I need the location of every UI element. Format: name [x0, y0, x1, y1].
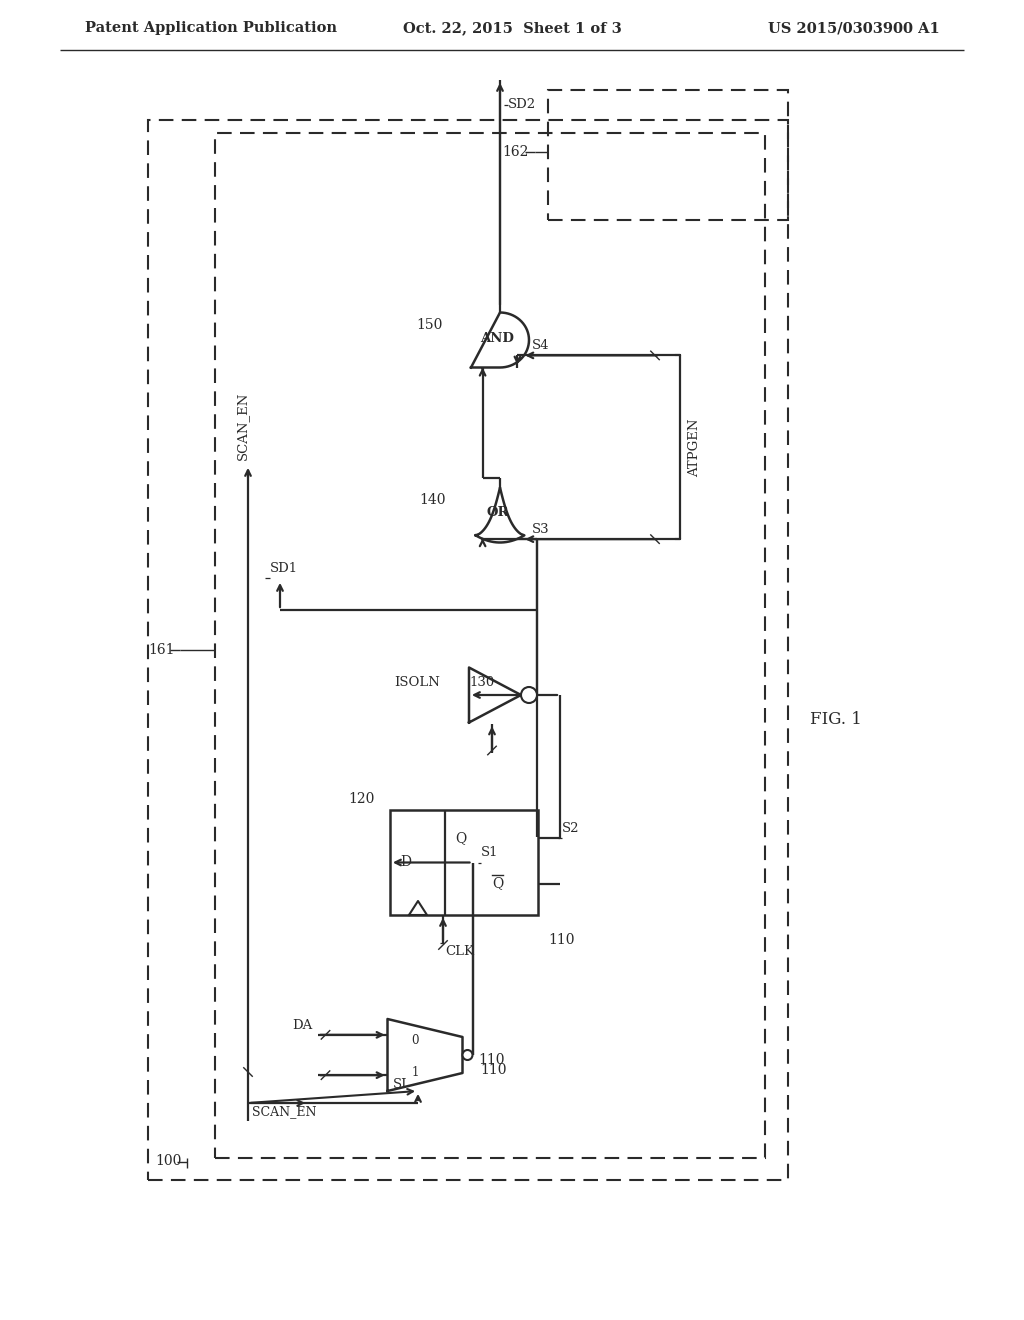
- Text: S1: S1: [480, 846, 498, 859]
- Text: Oct. 22, 2015  Sheet 1 of 3: Oct. 22, 2015 Sheet 1 of 3: [402, 21, 622, 36]
- Text: FIG. 1: FIG. 1: [810, 711, 862, 729]
- Text: ISOLN: ISOLN: [394, 676, 440, 689]
- Text: Patent Application Publication: Patent Application Publication: [85, 21, 337, 36]
- Text: 161: 161: [148, 643, 174, 657]
- Text: ATPGEN: ATPGEN: [688, 418, 701, 477]
- Text: SCAN_EN: SCAN_EN: [252, 1105, 316, 1118]
- Text: S2: S2: [562, 822, 580, 836]
- Circle shape: [521, 686, 537, 704]
- Text: 162: 162: [502, 145, 528, 158]
- Polygon shape: [469, 668, 521, 722]
- Text: 120: 120: [348, 792, 375, 807]
- Text: SI: SI: [392, 1078, 407, 1092]
- Text: 150: 150: [416, 318, 442, 333]
- Text: S4: S4: [531, 339, 549, 352]
- Text: US 2015/0303900 A1: US 2015/0303900 A1: [768, 21, 940, 36]
- Polygon shape: [387, 1019, 463, 1092]
- Text: DA: DA: [292, 1019, 312, 1032]
- Text: 130: 130: [469, 676, 495, 689]
- Text: SD2: SD2: [508, 99, 537, 111]
- Text: D: D: [400, 855, 411, 870]
- Bar: [148, 120, 788, 1180]
- Text: 0: 0: [412, 1035, 419, 1048]
- Text: Q: Q: [492, 876, 503, 891]
- Text: SCAN_EN: SCAN_EN: [236, 392, 249, 459]
- Bar: [390, 810, 538, 915]
- Text: 110: 110: [480, 1063, 507, 1077]
- Text: 140: 140: [419, 492, 445, 507]
- Text: 110: 110: [478, 1053, 505, 1067]
- Bar: [215, 133, 765, 1158]
- Text: SD1: SD1: [270, 562, 298, 576]
- Polygon shape: [471, 313, 529, 367]
- Circle shape: [463, 1049, 472, 1060]
- Polygon shape: [475, 487, 524, 543]
- Text: OR: OR: [486, 507, 509, 520]
- Bar: [548, 90, 788, 220]
- Text: 1: 1: [412, 1067, 419, 1080]
- Text: S3: S3: [531, 523, 549, 536]
- Text: 110: 110: [548, 933, 574, 946]
- Text: 100: 100: [155, 1154, 181, 1168]
- Text: Q: Q: [455, 832, 466, 845]
- Text: AND: AND: [480, 331, 514, 345]
- Text: CLK: CLK: [445, 945, 474, 958]
